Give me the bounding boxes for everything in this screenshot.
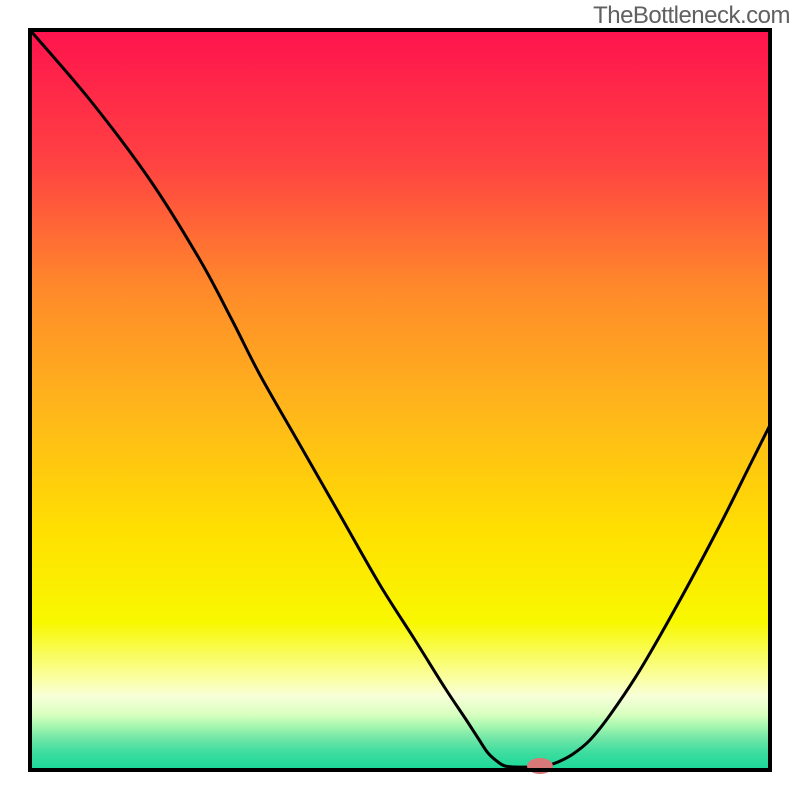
chart-background — [30, 30, 770, 770]
watermark-text: TheBottleneck.com — [593, 2, 790, 30]
bottleneck-chart — [0, 0, 800, 800]
chart-container: TheBottleneck.com — [0, 0, 800, 800]
